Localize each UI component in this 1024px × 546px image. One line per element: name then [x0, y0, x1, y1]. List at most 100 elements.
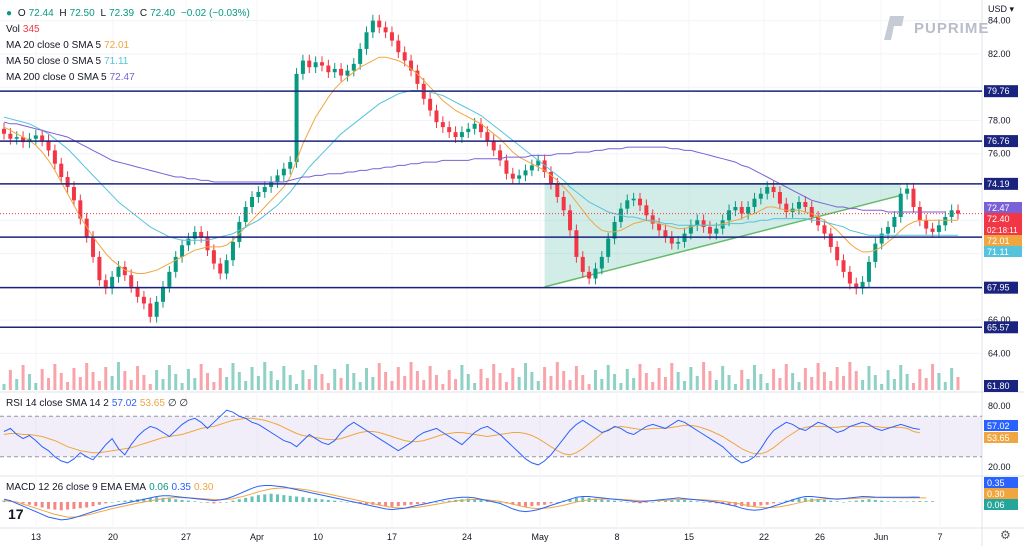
- macd-histogram-bar: [129, 499, 133, 502]
- volume-bar: [53, 364, 57, 390]
- candle-body: [377, 20, 382, 28]
- volume-bar: [848, 362, 852, 390]
- candle-body: [638, 198, 642, 206]
- candle-body: [663, 230, 668, 237]
- candle-body: [548, 172, 553, 184]
- rsi-band: [0, 416, 982, 457]
- macd-histogram-bar: [676, 499, 680, 502]
- macd-histogram-bar: [295, 496, 299, 502]
- rsi-sma-tag: [984, 432, 1018, 443]
- macd-line-value: 0.35: [171, 482, 191, 493]
- volume-bar: [644, 373, 648, 390]
- candle-body: [644, 205, 649, 216]
- volume-bar: [59, 373, 63, 390]
- candle-body: [428, 98, 433, 111]
- volume-bar: [352, 373, 356, 390]
- volume-bar: [129, 380, 133, 390]
- candle-body: [307, 60, 312, 68]
- candle-body: [599, 256, 604, 269]
- volume-bar: [422, 380, 426, 390]
- settings-gear-icon[interactable]: ⚙: [1000, 528, 1011, 542]
- volume-bar: [301, 370, 305, 390]
- y-tick-label: 82.00: [988, 49, 1011, 59]
- x-tick-label: 22: [759, 532, 769, 542]
- candle-body: [936, 225, 941, 232]
- macd-histogram-bar: [301, 497, 305, 502]
- candle-body: [300, 60, 305, 74]
- currency-selector[interactable]: USD ▾: [988, 4, 1015, 14]
- candle-body: [784, 203, 789, 212]
- volume-bar: [657, 368, 661, 390]
- x-tick-label: Apr: [250, 532, 264, 542]
- candle-body: [510, 173, 515, 179]
- volume-bar: [562, 371, 566, 390]
- candle-body: [822, 225, 827, 234]
- candle-body: [555, 183, 560, 197]
- macd-histogram-bar: [581, 497, 585, 502]
- candle-body: [529, 165, 534, 171]
- macd-histogram-bar: [880, 500, 884, 502]
- macd-histogram-bar: [396, 502, 400, 507]
- candle-body: [396, 40, 401, 53]
- x-tick-label: 20: [108, 532, 118, 542]
- candle-body: [765, 187, 770, 194]
- candle-body: [866, 261, 871, 282]
- x-tick-label: 26: [815, 532, 825, 542]
- macd-histogram-bar: [498, 502, 502, 503]
- volume-bar: [740, 370, 744, 390]
- macd-histogram-bar: [842, 502, 846, 503]
- rsi-value-tag-label: 57.02: [987, 421, 1010, 431]
- candle-body: [8, 133, 13, 139]
- volume-bar: [835, 367, 839, 390]
- volume-bar: [8, 370, 12, 390]
- volume-bar: [123, 371, 127, 390]
- candle-body: [351, 63, 356, 71]
- volume-bar: [473, 383, 477, 390]
- volume-bar: [180, 383, 184, 390]
- volume-bar: [765, 383, 769, 390]
- candle-body: [943, 216, 948, 226]
- volume-bar: [396, 367, 400, 390]
- macd-histogram-bar: [695, 501, 699, 502]
- change-value: −0.02 (−0.03%): [180, 8, 250, 19]
- volume-bar: [498, 373, 502, 390]
- x-tick-label: 10: [313, 532, 323, 542]
- macd-histogram-bar: [116, 501, 120, 502]
- volume-bar: [377, 363, 381, 390]
- y-tick-label: 84.00: [988, 16, 1011, 26]
- macd-histogram-bar: [225, 502, 229, 503]
- candle-body: [161, 286, 165, 302]
- macd-histogram-bar: [892, 501, 896, 502]
- macd-histogram-bar: [415, 502, 419, 505]
- macd-histogram-bar: [683, 499, 687, 502]
- macd-histogram-bar: [91, 502, 95, 507]
- volume-bar: [371, 377, 375, 390]
- price-tag: [984, 202, 1022, 213]
- candle-body: [46, 140, 51, 151]
- volume-bar: [924, 378, 928, 390]
- macd-histogram-bar: [644, 502, 648, 503]
- y-tick-label: 78.00: [988, 115, 1011, 125]
- macd-histogram-bar: [333, 500, 337, 502]
- volume-bar: [810, 377, 814, 390]
- volume-bar: [155, 370, 159, 390]
- macd-histogram-bar: [193, 501, 197, 502]
- volume-bar: [791, 373, 795, 390]
- volume-bar: [816, 363, 820, 390]
- macd-signal-tag-label: 0.30: [987, 489, 1005, 499]
- candle-body: [78, 200, 83, 219]
- macd-histogram-bar: [911, 501, 915, 502]
- price-tag: [984, 235, 1022, 246]
- macd-histogram-bar: [702, 502, 706, 503]
- macd-histogram-bar: [791, 499, 795, 502]
- x-tick-label: 7: [937, 532, 942, 542]
- macd-histogram-bar: [600, 499, 604, 502]
- macd-histogram-bar: [555, 502, 559, 503]
- currency-label: USD: [988, 4, 1008, 14]
- candle-body: [370, 20, 375, 33]
- candle-body: [797, 201, 801, 209]
- candle-body: [898, 193, 903, 217]
- macd-histogram-bar: [848, 501, 852, 502]
- volume-bar: [161, 379, 165, 390]
